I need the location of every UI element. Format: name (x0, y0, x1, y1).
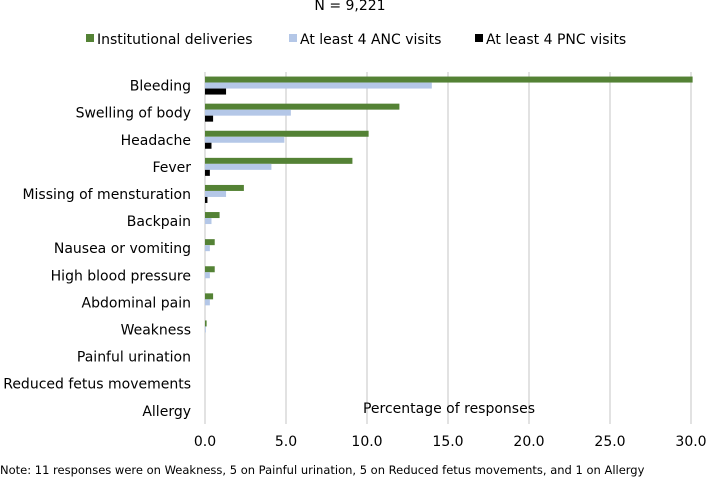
category-label-abdominal-pain: Abdominal pain (82, 295, 191, 311)
legend-label-pnc-visits: At least 4 PNC visits (486, 32, 626, 48)
x-axis-label: Percentage of responses (363, 401, 535, 417)
category-label-nausea-or-vomiting: Nausea or vomiting (54, 241, 191, 257)
bar-nausea-or-vomiting-at-least-4-anc-visits (205, 245, 210, 252)
bar-missing-of-mensturation-at-least-4-pnc-visits (205, 196, 208, 203)
category-labels: Bleeding Swelling of body Headache Fever Mis… (3, 79, 191, 420)
category-label-swelling-of-body: Swelling of body (76, 106, 191, 122)
category-label-fever: Fever (152, 160, 191, 176)
bar-backpain-at-least-4-anc-visits (205, 218, 212, 225)
bar-abdominal-pain-institutional-deliveries (205, 293, 214, 300)
legend-swatch-institutional-deliveries (86, 34, 94, 42)
x-tick-0-0: 0.0 (194, 434, 216, 450)
category-label-reduced-fetus-movements: Reduced fetus movements (3, 377, 191, 393)
bar-headache-at-least-4-anc-visits (205, 136, 285, 143)
category-label-bleeding: Bleeding (130, 79, 191, 95)
bar-missing-of-mensturation-at-least-4-anc-visits (205, 190, 227, 197)
category-label-headache: Headache (121, 133, 191, 149)
category-label-high-blood-pressure: High blood pressure (51, 268, 191, 284)
category-label-missing-of-mensturation: Missing of mensturation (22, 187, 191, 203)
category-label-allergy: Allergy (142, 404, 191, 420)
chart-legend: Institutional deliveries At least 4 ANC … (86, 32, 626, 48)
bar-headache-institutional-deliveries (205, 130, 369, 137)
bar-backpain-institutional-deliveries (205, 212, 220, 219)
chart-note: Note: 11 responses were on Weakness, 5 o… (0, 463, 645, 477)
x-tick-25-0: 25.0 (594, 434, 625, 450)
chart-title: N = 9,221 (314, 0, 385, 14)
bar-high-blood-pressure-institutional-deliveries (205, 266, 215, 273)
bar-swelling-of-body-at-least-4-pnc-visits (205, 115, 214, 122)
bar-weakness-institutional-deliveries (205, 320, 207, 327)
bar-fever-at-least-4-pnc-visits (205, 169, 210, 176)
x-tick-labels: 0.0 5.0 10.0 15.0 20.0 25.0 30.0 (194, 434, 707, 450)
legend-swatch-anc-visits (289, 34, 297, 42)
bar-fever-at-least-4-anc-visits (205, 163, 272, 170)
bar-swelling-of-body-at-least-4-anc-visits (205, 109, 291, 116)
x-tick-30-0: 30.0 (675, 434, 706, 450)
bar-missing-of-mensturation-institutional-deliveries (205, 184, 244, 191)
bar-fever-institutional-deliveries (205, 157, 353, 164)
legend-label-institutional-deliveries: Institutional deliveries (97, 32, 253, 48)
bars (205, 76, 693, 333)
grid-lines (204, 72, 692, 424)
bar-high-blood-pressure-at-least-4-anc-visits (205, 272, 210, 279)
bar-abdominal-pain-at-least-4-anc-visits (205, 299, 210, 306)
category-label-backpain: Backpain (127, 214, 191, 230)
bar-weakness-at-least-4-anc-visits (205, 326, 206, 333)
bar-nausea-or-vomiting-institutional-deliveries (205, 239, 215, 246)
x-tick-20-0: 20.0 (513, 434, 544, 450)
x-tick-15-0: 15.0 (432, 434, 463, 450)
bar-swelling-of-body-institutional-deliveries (205, 103, 400, 110)
category-label-weakness: Weakness (121, 322, 191, 338)
x-tick-5-0: 5.0 (275, 434, 297, 450)
bar-headache-at-least-4-pnc-visits (205, 142, 212, 149)
category-label-painful-urination: Painful urination (77, 350, 191, 366)
legend-label-anc-visits: At least 4 ANC visits (300, 32, 441, 48)
bar-bleeding-at-least-4-pnc-visits (205, 88, 227, 95)
bar-bleeding-institutional-deliveries (205, 76, 693, 83)
bar-bleeding-at-least-4-anc-visits (205, 82, 432, 89)
legend-swatch-pnc-visits (475, 34, 483, 42)
x-tick-10-0: 10.0 (351, 434, 382, 450)
